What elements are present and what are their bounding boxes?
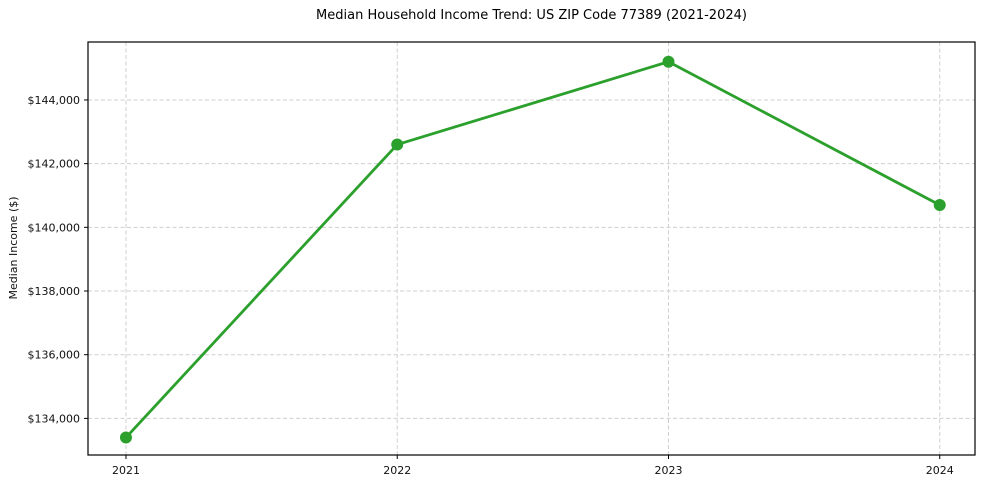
data-point-2024: [933, 199, 946, 212]
y-tick-label: $140,000: [28, 221, 81, 234]
data-point-2023: [662, 55, 675, 68]
x-tick-label: 2022: [383, 464, 411, 477]
data-point-2021: [119, 431, 132, 444]
y-tick-label: $136,000: [28, 349, 81, 362]
x-tick-label: 2023: [654, 464, 682, 477]
plot-border: [87, 41, 976, 456]
data-point-2022: [391, 138, 404, 151]
y-tick-label: $142,000: [28, 158, 81, 171]
y-tick-label: $134,000: [28, 412, 81, 425]
x-tick-label: 2024: [926, 464, 954, 477]
y-tick-label: $144,000: [28, 94, 81, 107]
y-axis-label: Median Income ($): [7, 196, 20, 299]
x-tick-label: 2021: [112, 464, 140, 477]
trend-line: [124, 60, 942, 439]
y-tick-label: $138,000: [28, 285, 81, 298]
chart-title: Median Household Income Trend: US ZIP Co…: [316, 8, 747, 23]
